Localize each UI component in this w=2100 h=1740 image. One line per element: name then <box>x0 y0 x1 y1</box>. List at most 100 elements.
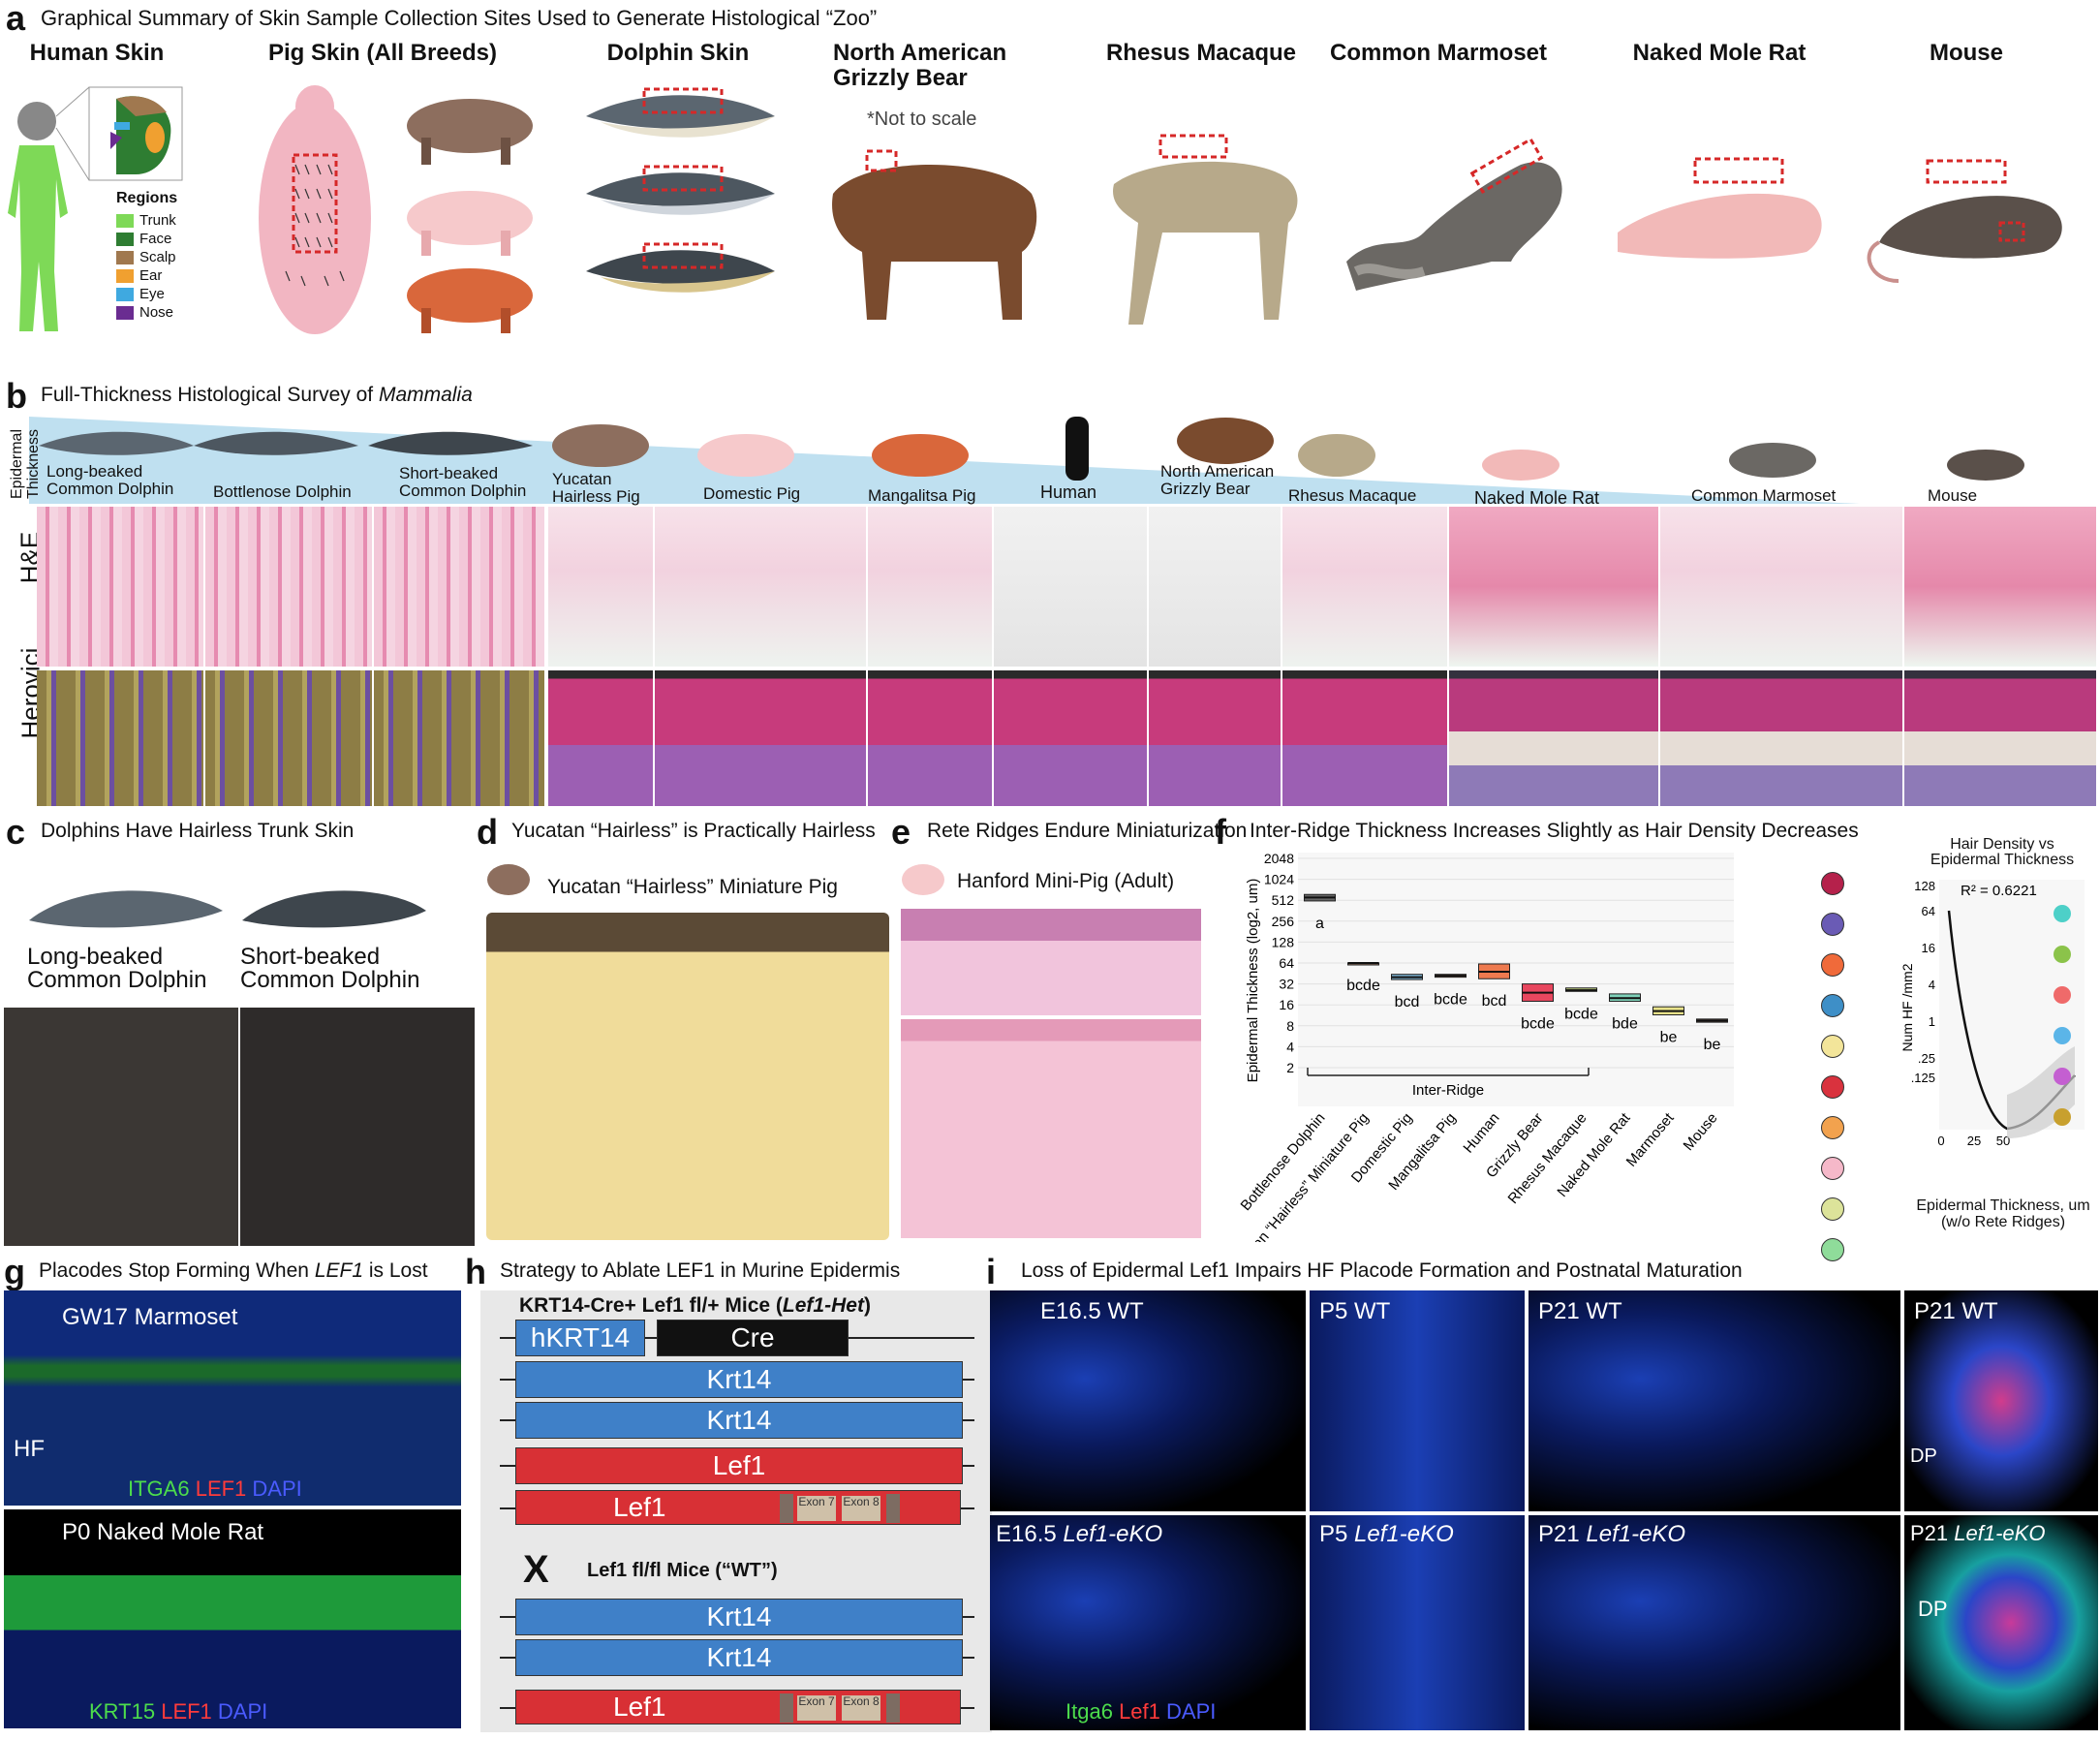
scatter-r2: R² = 0.6221 <box>1961 883 2037 899</box>
scatter-species-legend <box>2054 905 2071 1149</box>
species-b-mangalitsa: Mangalitsa Pig <box>868 486 976 505</box>
he-human <box>994 507 1147 667</box>
scatter-xtick: 50 <box>1996 1134 2010 1148</box>
herovici-yucatan <box>548 670 653 806</box>
lef1-flox-2-label: Lef1 <box>613 1692 666 1722</box>
i-p5-wt-label: P5 WT <box>1319 1298 1391 1324</box>
dolphin-skin-photo-long-beaked <box>4 1008 238 1246</box>
boxplot-xtick: Human <box>1460 1110 1502 1157</box>
cross1-title-end: ) <box>863 1294 871 1317</box>
exon-8: Exon 8 <box>842 1496 880 1521</box>
he-short-beaked <box>374 507 544 667</box>
herovici-domestic-pig <box>655 670 866 806</box>
i-p5-ko-italic: Lef1-eKO <box>1354 1521 1454 1547</box>
i-dp-label-ko: DP <box>1918 1597 1948 1621</box>
panel-b-title-prefix: Full-Thickness Histological Survey of <box>41 384 379 406</box>
legend-swatch <box>1821 994 1844 1017</box>
panel-c-title: Dolphins Have Hairless Trunk Skin <box>41 820 355 842</box>
i-e165-ko: E16.5 Lef1-eKO Itga6 Lef1 DAPI <box>990 1515 1306 1730</box>
panel-e-label: e <box>891 812 911 852</box>
marmoset-illustration <box>1346 137 1562 291</box>
lef1-allele-flox-2: Lef1 Exon 7 Exon 8 <box>515 1690 961 1724</box>
species-b-domestic-pig: Domestic Pig <box>703 484 801 503</box>
boxplot-plot-area <box>1298 853 1734 1106</box>
region-eye: Eye <box>139 286 165 302</box>
species-pig: Pig Skin (All Breeds) <box>267 40 498 66</box>
herovici-long-beaked <box>37 670 203 806</box>
loxp-site-2 <box>886 1494 900 1523</box>
region-face: Face <box>139 231 172 247</box>
boxplot-xtick: Rhesus Macaque <box>1505 1110 1590 1207</box>
marmoset-gw17-fluorescence: GW17 Marmoset HF ITGA6 LEF1 DAPI <box>4 1290 461 1506</box>
scatter-ytick: 16 <box>1922 941 1935 955</box>
legend-swatch-right <box>2054 986 2071 1004</box>
species-macaque: Rhesus Macaque <box>1105 40 1297 66</box>
krt14-allele-3: Krt14 <box>515 1599 963 1635</box>
herovici-mangalitsa <box>868 670 992 806</box>
legend-swatch-right <box>2054 1027 2071 1044</box>
inter-ridge-label: Inter-Ridge <box>1412 1082 1484 1099</box>
scatter-title: Hair Density vs Epidermal Thickness <box>1930 836 2075 868</box>
i-p5-ko: P5 Lef1-eKO <box>1310 1515 1525 1730</box>
stain-itga6: ITGA6 <box>128 1476 190 1501</box>
he-yucatan <box>548 507 653 667</box>
boxplot-xtick: Mouse <box>1681 1110 1721 1154</box>
i-p21-ko-italic: Lef1-eKO <box>1586 1521 1686 1547</box>
cross-x: X <box>523 1548 549 1591</box>
species-b-mouse: Mouse <box>1928 486 1978 505</box>
region-nose: Nose <box>139 304 174 321</box>
stain-dapi-b: DAPI <box>217 1699 268 1724</box>
macaque-illustration <box>1113 134 1298 325</box>
pig-skin-illustration <box>259 85 533 334</box>
herovici-bottlenose <box>205 670 372 806</box>
panel-g-title: Placodes Stop Forming When LEF1 is Lost <box>39 1259 428 1283</box>
i-p21-ko-prefix: P21 <box>1538 1521 1580 1547</box>
yucatan-skin-photo <box>486 913 889 1240</box>
exon-8-b: Exon 8 <box>842 1695 880 1721</box>
region-scalp: Scalp <box>139 249 176 265</box>
i-p5-wt: P5 WT <box>1310 1290 1525 1511</box>
krt14-allele-4: Krt14 <box>515 1639 963 1676</box>
marmoset-stain-legend: ITGA6 LEF1 DAPI <box>128 1476 302 1502</box>
i-p5-ko-prefix: P5 <box>1319 1521 1348 1547</box>
legend-swatch <box>1821 1116 1844 1139</box>
loxp-site-3 <box>780 1693 793 1723</box>
cross2-title: Lef1 fl/fl Mice (“WT”) <box>587 1560 778 1581</box>
i-stain-legend: Itga6 Lef1 DAPI <box>1065 1699 1216 1724</box>
hf-label: HF <box>14 1436 45 1462</box>
species-b-marmoset: Common Marmoset <box>1691 486 1837 505</box>
stain-dapi: DAPI <box>252 1476 302 1501</box>
herovici-mouse <box>1904 670 2096 806</box>
legend-swatch <box>1821 913 1844 936</box>
panel-g-title-italic: LEF1 <box>314 1259 364 1282</box>
boxplot-letter: be <box>1704 1037 1721 1053</box>
panel-h-label: h <box>465 1252 486 1291</box>
herovici-human <box>994 670 1147 806</box>
boxplot-xtick: Marmoset <box>1623 1109 1678 1170</box>
boxplot-letter: a <box>1315 916 1324 932</box>
he-bottlenose <box>205 507 372 667</box>
i-p21-wt-label: P21 WT <box>1538 1298 1622 1324</box>
lef1-allele-flox: Lef1 Exon 7 Exon 8 <box>515 1490 961 1525</box>
species-b-yucatan: Yucatan Hairless Pig <box>552 470 640 506</box>
boxplot-ytick: 32 <box>1279 977 1294 992</box>
boxplot-letter: bde <box>1612 1016 1638 1033</box>
stain-lef1-b: LEF1 <box>161 1699 212 1724</box>
panel-b-title: Full-Thickness Histological Survey of Ma… <box>41 384 473 407</box>
scatter-xlabel: Epidermal Thickness, um (w/o Rete Ridges… <box>1916 1197 2090 1230</box>
species-b-short-beaked: Short-beaked Common Dolphin <box>399 464 527 500</box>
not-to-scale-note: *Not to scale <box>867 109 977 130</box>
panel-f-label: f <box>1215 812 1226 852</box>
panel-g-title-prefix: Placodes Stop Forming When <box>39 1259 315 1282</box>
he-long-beaked <box>37 507 203 667</box>
loxp-site-1 <box>780 1494 793 1523</box>
nose-swatch <box>116 305 134 320</box>
dolphin-skin-illustration <box>586 87 775 293</box>
naked-mole-rat-illustration <box>1618 157 1822 259</box>
boxplot-letter: bcde <box>1346 978 1380 994</box>
panel-a-title: Graphical Summary of Skin Sample Collect… <box>41 6 878 30</box>
species-bear: North American Grizzly Bear <box>833 40 1007 91</box>
scatter-xtick: 25 <box>1967 1134 1981 1148</box>
he-domestic-pig <box>655 507 866 667</box>
